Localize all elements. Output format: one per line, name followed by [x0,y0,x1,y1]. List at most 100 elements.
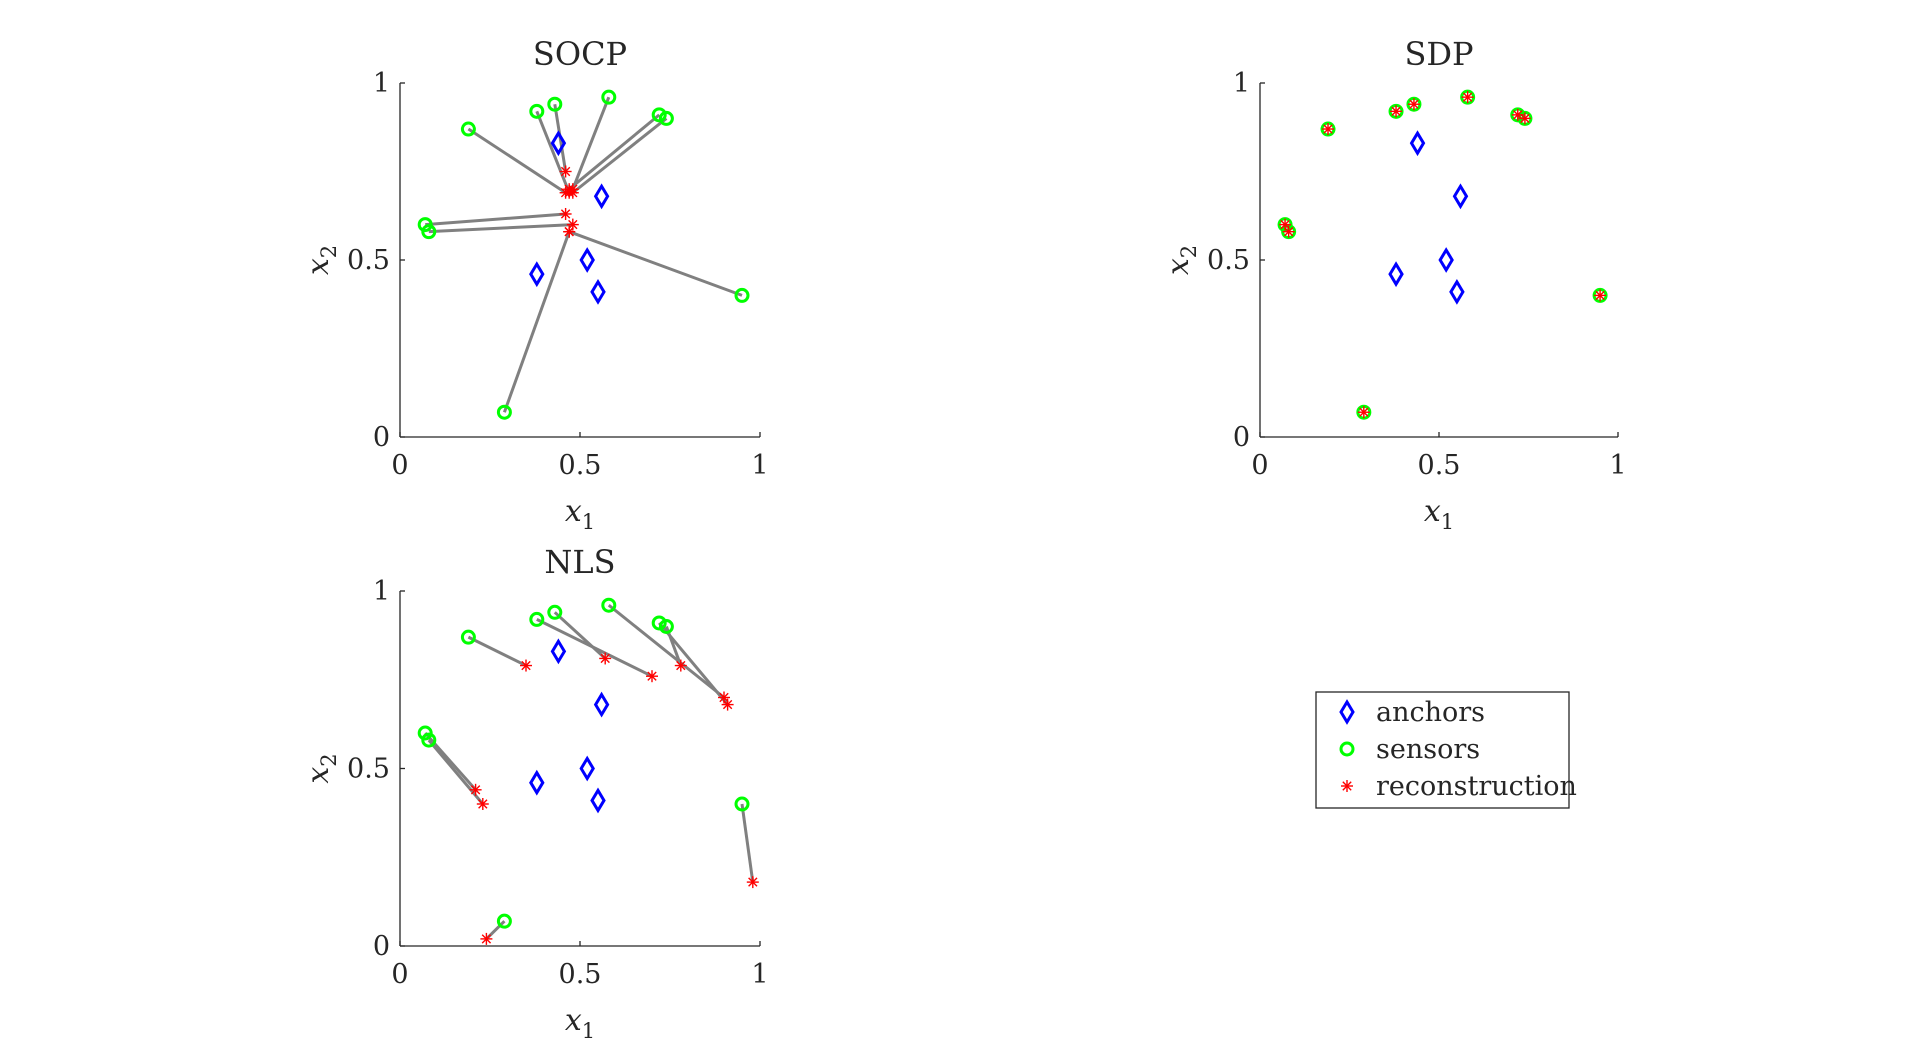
reconstruction-marker [1357,406,1370,419]
sensor-marker [529,103,545,119]
error-connector [428,223,573,234]
reconstruction-marker [1390,105,1403,118]
x-tick-label: 1 [1609,450,1626,481]
reconstruction-marker [674,659,687,672]
anchor-marker [590,278,606,305]
anchor-marker [1388,261,1404,288]
reconstruction-marker [721,698,734,711]
error-connector [502,231,571,413]
sensor-marker [460,121,476,137]
panel-title: SDP [1404,35,1473,73]
reconstruction-marker [563,225,576,238]
error-connector [553,611,607,660]
anchor-marker [1409,130,1426,157]
y-axis-label: x2 [301,753,341,783]
anchor-marker [529,769,545,796]
y-tick-label: 1 [373,68,390,99]
y-tick-label: 0 [1233,422,1250,453]
socp-panel: 0 0.5 1 0 0.5 1 SOCP x1 x2 [301,35,769,534]
error-connector [425,212,566,227]
legend: anchors sensors reconstruction [1315,691,1577,809]
error-connector [467,127,567,194]
reconstruction-marker [476,798,489,810]
sensor-marker [734,796,750,812]
sensor-marker [651,107,667,123]
reconstruction-marker [1282,225,1295,238]
reconstruction-marker [480,932,493,945]
error-connector [568,113,661,191]
reconstruction-marker [1594,289,1607,302]
reconstruction-marker [1322,123,1335,136]
reconstruction-marker [566,218,579,231]
x-tick-label: 0 [1251,450,1268,481]
legend-anchors-label: anchors [1376,697,1485,728]
y-tick-label: 0.5 [347,754,390,785]
anchor-marker [550,638,567,665]
x-axis-label: x1 [1424,494,1454,534]
x-tick-label: 0 [391,450,408,481]
panel-title: NLS [544,543,615,581]
anchor-marker [579,247,595,273]
reconstruction-marker [559,186,572,199]
y-tick-label: 0.5 [347,245,390,276]
reconstruction-marker [469,783,482,796]
sensor-marker [547,96,563,112]
sensor-marker [460,629,476,645]
error-connector [535,110,571,194]
y-tick-label: 1 [373,576,390,607]
y-tick-label: 0 [373,931,390,962]
y-tick-label: 0 [373,422,390,453]
anchor-marker [593,183,610,210]
reconstruction-marker [1407,98,1420,111]
sensor-marker [601,89,617,105]
x-axis-label: x1 [565,1003,595,1043]
x-tick-label: 0.5 [1418,450,1461,481]
anchor-marker [1449,278,1465,305]
legend-reconstruction-marker [1341,780,1353,792]
reconstruction-marker [1518,112,1531,125]
error-connector [607,604,725,699]
error-connector [427,739,484,805]
sensor-marker [651,615,667,631]
legend-sensors-marker [1339,741,1355,757]
y-axis-label: x2 [301,245,341,275]
error-connector [571,117,668,194]
sensor-marker [529,611,545,627]
legend-anchors-marker [1339,699,1355,725]
sdp-panel: 0 0.5 1 0 0.5 1 SDP x1 x2 [1161,35,1627,534]
reconstruction-marker [559,207,572,220]
error-connector [571,96,611,190]
error-connector [424,732,477,791]
legend-reconstruction-label: reconstruction [1376,771,1577,802]
reconstruction-marker [599,652,612,665]
x-axis-label: x1 [565,494,595,534]
anchor-marker [593,691,610,718]
reconstruction-marker [520,659,532,672]
reconstruction-marker [1511,108,1524,121]
y-axis-label: x2 [1161,245,1201,275]
reconstruction-marker [559,165,572,178]
sensor-marker [421,224,437,240]
x-tick-label: 1 [751,959,768,990]
sensor-marker [421,732,437,748]
anchor-marker [529,261,545,288]
x-tick-label: 0.5 [559,450,602,481]
error-connector [467,635,527,667]
sensor-marker [734,287,750,303]
sensor-marker [658,619,674,634]
anchor-marker [1438,247,1454,273]
anchor-marker [579,755,595,782]
panel-title: SOCP [533,35,627,73]
reconstruction-marker [646,670,658,683]
legend-box [1315,691,1570,809]
sensor-marker [601,597,617,613]
nls-panel: 0 0.5 1 0 0.5 1 NLS x1 x2 [301,543,769,1043]
reconstruction-marker [746,876,759,889]
x-tick-label: 1 [751,450,768,481]
sensor-marker [496,404,512,420]
anchor-marker [590,787,606,814]
anchor-marker [550,130,567,157]
sensor-marker [547,604,563,620]
x-tick-label: 0.5 [559,959,602,990]
